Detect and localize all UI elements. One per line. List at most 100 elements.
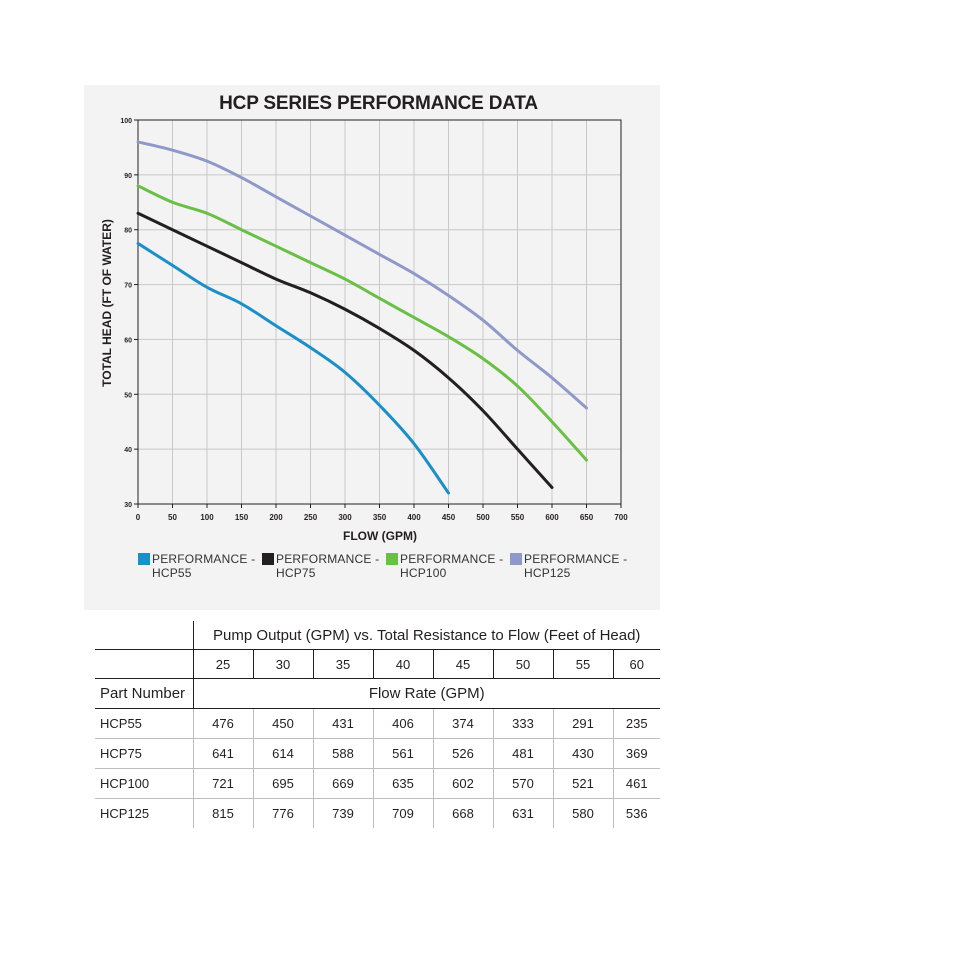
table-cell: 521: [552, 768, 613, 799]
x-tick-label: 400: [407, 513, 421, 522]
table-cell: 815: [192, 798, 253, 828]
table-corner-blank: [95, 621, 193, 650]
table-cell: 291: [552, 708, 613, 739]
legend-label-hcp125: PERFORMANCE - HCP125: [524, 552, 628, 580]
x-tick-label: 700: [614, 513, 628, 522]
performance-chart: 0 50 100 150 200 250 300 350 400 450 500 550 600 650 7…: [100, 118, 628, 543]
y-tick-labels: 30 40 50 60 70 80 90 100: [120, 118, 138, 509]
series-lines: [136, 140, 588, 495]
table-cell: 374: [432, 708, 493, 739]
x-tick-label: 500: [476, 513, 490, 522]
table-cell: 602: [432, 768, 493, 799]
table-cell: 580: [552, 798, 613, 828]
legend-label-hcp75: PERFORMANCE - HCP75: [276, 552, 380, 580]
table-cell: 430: [552, 738, 613, 769]
table-head-cell: 25: [192, 649, 253, 679]
table-cell: 668: [432, 798, 493, 828]
x-tick-labels: 0 50 100 150 200 250 300 350 400 450 500 550 600 650 7…: [136, 504, 628, 522]
table-cell: 476: [192, 708, 253, 739]
x-tick-label: 250: [304, 513, 318, 522]
table-head-row: 25 30 35 40 45 50 55 60: [95, 649, 660, 679]
table-cell: 431: [312, 708, 373, 739]
table-cell: 631: [492, 798, 553, 828]
legend-swatch-hcp75: [262, 553, 274, 565]
pump-output-table: Pump Output (GPM) vs. Total Resistance t…: [95, 621, 660, 828]
x-tick-label: 650: [580, 513, 594, 522]
x-tick-label: 200: [269, 513, 283, 522]
table-row: HCP55 476 450 431 406 374 333 291 235: [95, 708, 660, 739]
table-head-cell: 55: [552, 649, 613, 679]
table-cell: 669: [312, 768, 373, 799]
chart-legend: PERFORMANCE - HCP55 PERFORMANCE - HCP75 …: [0, 552, 968, 592]
table-row: HCP75 641 614 588 561 526 481 430 369: [95, 738, 660, 769]
grid: [138, 120, 621, 504]
row-part-name: HCP55: [95, 708, 193, 739]
flow-rate-header: Flow Rate (GPM): [192, 678, 660, 709]
y-tick-label: 50: [124, 392, 132, 399]
y-tick-label: 90: [124, 173, 132, 180]
x-axis-label: FLOW (GPM): [343, 529, 417, 543]
table-head-cell: 60: [612, 649, 660, 679]
y-tick-label: 80: [124, 228, 132, 235]
y-axis-label: TOTAL HEAD (FT OF WATER): [100, 219, 114, 387]
table-cell: 450: [252, 708, 313, 739]
chart-title: HCP SERIES PERFORMANCE DATA: [219, 93, 538, 114]
y-tick-label: 30: [124, 502, 132, 509]
table-cell: 695: [252, 768, 313, 799]
legend-swatch-hcp125: [510, 553, 522, 565]
series-line-hcp125: [136, 140, 588, 410]
table-row: HCP100 721 695 669 635 602 570 521 461: [95, 768, 660, 799]
table-head-blank: [95, 649, 193, 679]
table-cell: 406: [372, 708, 433, 739]
table-cell: 635: [372, 768, 433, 799]
table-head-cell: 30: [252, 649, 313, 679]
table-cell: 481: [492, 738, 553, 769]
row-part-name: HCP100: [95, 768, 193, 799]
x-tick-label: 300: [338, 513, 352, 522]
table-cell: 369: [612, 738, 660, 769]
table-cell: 536: [612, 798, 660, 828]
x-tick-label: 450: [442, 513, 456, 522]
y-tick-label: 60: [124, 337, 132, 344]
y-tick-label: 40: [124, 447, 132, 454]
x-tick-label: 150: [235, 513, 249, 522]
table-cell: 588: [312, 738, 373, 769]
table-cell: 739: [312, 798, 373, 828]
x-tick-label: 100: [200, 513, 214, 522]
legend-swatch-hcp100: [386, 553, 398, 565]
series-line-hcp75: [136, 211, 554, 490]
table-cell: 561: [372, 738, 433, 769]
table-cell: 333: [492, 708, 553, 739]
table-cell: 526: [432, 738, 493, 769]
table-row: HCP125 815 776 739 709 668 631 580 536: [95, 798, 660, 828]
x-tick-label: 350: [373, 513, 387, 522]
y-tick-label: 70: [124, 283, 132, 290]
series-line-hcp55: [136, 241, 450, 495]
table-head-cell: 45: [432, 649, 493, 679]
table-head-cell: 40: [372, 649, 433, 679]
x-tick-label: 0: [136, 513, 141, 522]
y-tick-label: 100: [120, 118, 132, 125]
legend-swatch-hcp55: [138, 553, 150, 565]
table-cell: 776: [252, 798, 313, 828]
part-number-header: Part Number: [95, 678, 193, 709]
x-tick-label: 550: [511, 513, 525, 522]
chart-background-panel: [84, 85, 660, 610]
table-cell: 641: [192, 738, 253, 769]
table-cell: 235: [612, 708, 660, 739]
legend-label-hcp55: PERFORMANCE - HCP55: [152, 552, 256, 580]
series-line-hcp100: [136, 184, 588, 462]
row-part-name: HCP125: [100, 806, 150, 821]
x-tick-label: 600: [545, 513, 559, 522]
table-head-cell: 50: [492, 649, 553, 679]
legend-label-hcp100: PERFORMANCE - HCP100: [400, 552, 504, 580]
table-cell: 721: [192, 768, 253, 799]
table-cell: 461: [612, 768, 660, 799]
table-cell: 570: [492, 768, 553, 799]
row-part-name: HCP75: [95, 738, 193, 769]
table-caption: Pump Output (GPM) vs. Total Resistance t…: [192, 621, 660, 650]
x-tick-label: 50: [168, 513, 177, 522]
table-cell: 614: [252, 738, 313, 769]
table-cell: 709: [372, 798, 433, 828]
table-head-cell: 35: [312, 649, 373, 679]
